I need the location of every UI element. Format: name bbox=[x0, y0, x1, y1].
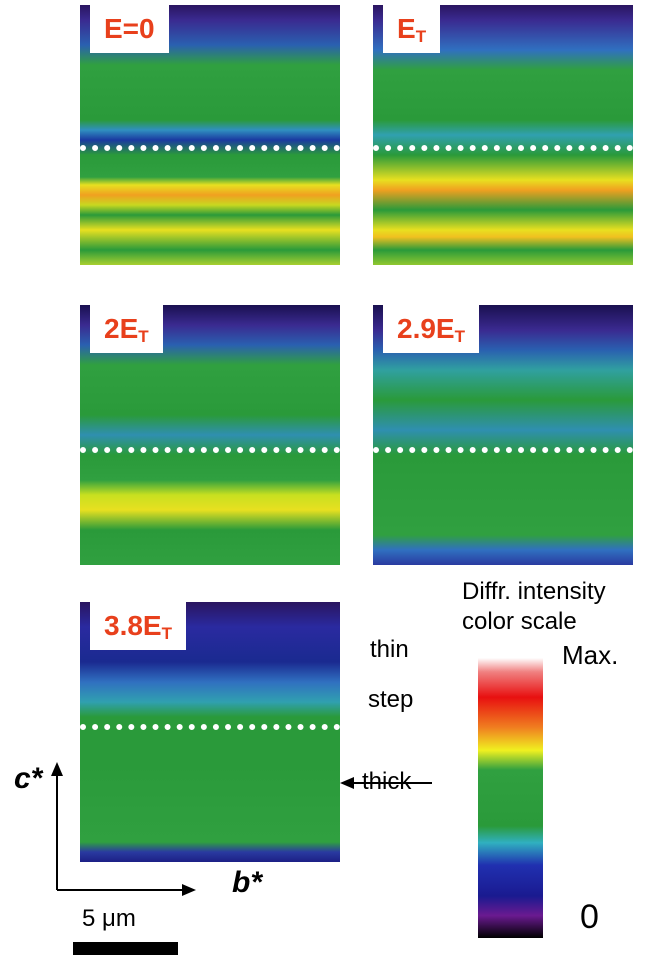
label-part: T bbox=[161, 624, 172, 643]
heatmap: 3.8ET bbox=[80, 602, 340, 862]
step-line bbox=[373, 145, 633, 151]
legend-title: color scale bbox=[462, 608, 577, 635]
panel-label: 3.8ET bbox=[90, 602, 186, 650]
heatmap: 2ET bbox=[80, 305, 340, 565]
scale-label: 5 μm bbox=[82, 905, 136, 932]
color-bar bbox=[478, 658, 543, 938]
annotation: thin bbox=[370, 636, 409, 663]
scale-bar bbox=[73, 942, 178, 955]
step-line bbox=[80, 724, 340, 730]
label-part: E bbox=[397, 13, 416, 44]
panel-label: 2ET bbox=[90, 305, 163, 353]
panel-label: E=0 bbox=[90, 5, 169, 53]
legend-min: 0 bbox=[580, 898, 599, 936]
step-line bbox=[80, 447, 340, 453]
heatmap: E=0 bbox=[80, 5, 340, 265]
legend-title: Diffr. intensity bbox=[462, 578, 606, 605]
panel-label: 2.9ET bbox=[383, 305, 479, 353]
label-part: E=0 bbox=[104, 13, 155, 44]
heatmap: 2.9ET bbox=[373, 305, 633, 565]
label-part: 2E bbox=[104, 313, 139, 344]
label-part: T bbox=[415, 27, 427, 46]
label-part: 2.9E bbox=[397, 313, 455, 344]
axis-label: c* bbox=[14, 762, 43, 795]
axis-label: b* bbox=[232, 866, 262, 899]
label-part: 3.8E bbox=[104, 610, 162, 641]
step-line bbox=[373, 447, 633, 453]
heatmap: ET bbox=[373, 5, 633, 265]
annotation: step bbox=[368, 686, 414, 713]
legend-max: Max. bbox=[562, 640, 619, 670]
label-part: T bbox=[454, 327, 465, 346]
panel-label: ET bbox=[383, 5, 441, 53]
label-part: T bbox=[138, 327, 149, 346]
step-line bbox=[80, 145, 340, 151]
annotation: thick bbox=[362, 768, 412, 795]
